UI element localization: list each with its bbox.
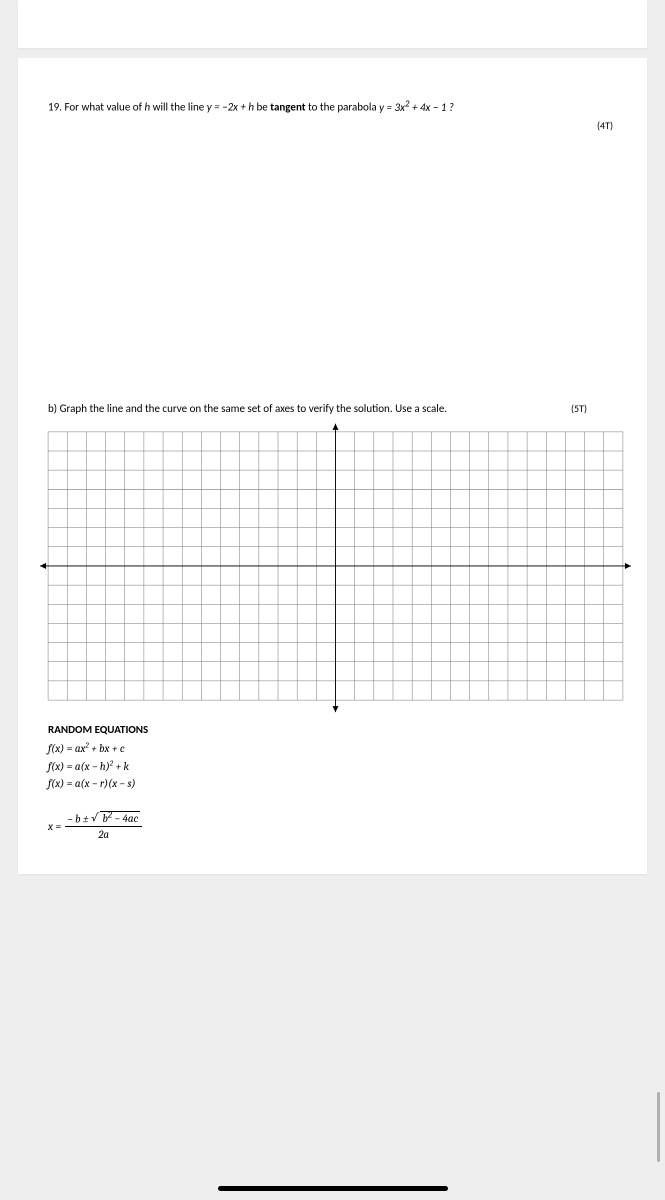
q-text-3: be [254, 101, 270, 114]
question-19: 19. For what value of h will the line y … [48, 98, 617, 115]
quadratic-formula: x = − b ± √b2 − 4ac 2a [48, 811, 617, 842]
q-text-2: will the line [150, 101, 207, 114]
q-text-4: to the parabola [306, 101, 380, 114]
marks-part-b: (5T) [571, 402, 617, 415]
parabola-equation: y = 3x2 + 4x − 1 ? [379, 101, 454, 114]
q-number: 19. [48, 101, 62, 114]
eq-standard-form: f(x) = ax2 + bx + c [48, 740, 617, 758]
part-b-row: b) Graph the line and the curve on the s… [48, 402, 617, 415]
quad-fraction: − b ± √b2 − 4ac 2a [65, 811, 142, 842]
scroll-indicator [657, 1092, 660, 1162]
random-equations-heading: RANDOM EQUATIONS [48, 723, 617, 736]
q-text-1: For what value of [64, 101, 144, 114]
quad-numerator: − b ± √b2 − 4ac [65, 811, 142, 828]
home-indicator [218, 1186, 448, 1191]
grid-svg [38, 421, 633, 721]
graph-grid [38, 421, 607, 709]
quad-lhs: x = [48, 820, 61, 833]
eq-factored-form: f(x) = a(x − r)(x − s) [48, 775, 617, 793]
worksheet-page: 19. For what value of h will the line y … [18, 58, 647, 874]
marks-part-a: (4T) [48, 119, 617, 132]
tangent-word: tangent [270, 101, 305, 114]
prev-page-slice [18, 0, 647, 48]
eq-vertex-form: f(x) = a(x − h)2 + k [48, 758, 617, 776]
part-b-text: b) Graph the line and the curve on the s… [48, 402, 571, 415]
answer-space-a [48, 132, 617, 402]
quad-denominator: 2a [98, 827, 109, 841]
line-equation: y = −2x + h [207, 101, 254, 114]
